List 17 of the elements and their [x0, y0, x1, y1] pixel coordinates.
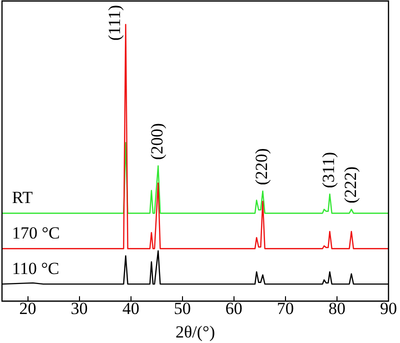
x-tick-label: 30	[70, 298, 88, 318]
x-tick-label: 90	[380, 298, 397, 318]
x-tick-label: 20	[19, 298, 36, 318]
annotation: (220)	[252, 148, 272, 186]
x-axis-title: 2θ/(°)	[176, 322, 215, 342]
series-label: 170 °C	[12, 224, 60, 243]
annotation: (200)	[148, 123, 167, 160]
annotation: (311)	[319, 152, 338, 188]
series-label: RT	[12, 188, 34, 208]
x-tick-label: 60	[225, 298, 242, 318]
series-label: 110 °C	[12, 259, 60, 278]
annotation: (111)	[105, 5, 124, 41]
x-tick-label: 70	[276, 298, 294, 318]
x-tick-label: 80	[328, 298, 346, 318]
x-tick-label: 40	[122, 298, 140, 318]
annotation: (222)	[340, 166, 360, 204]
x-tick-label: 50	[174, 298, 191, 318]
